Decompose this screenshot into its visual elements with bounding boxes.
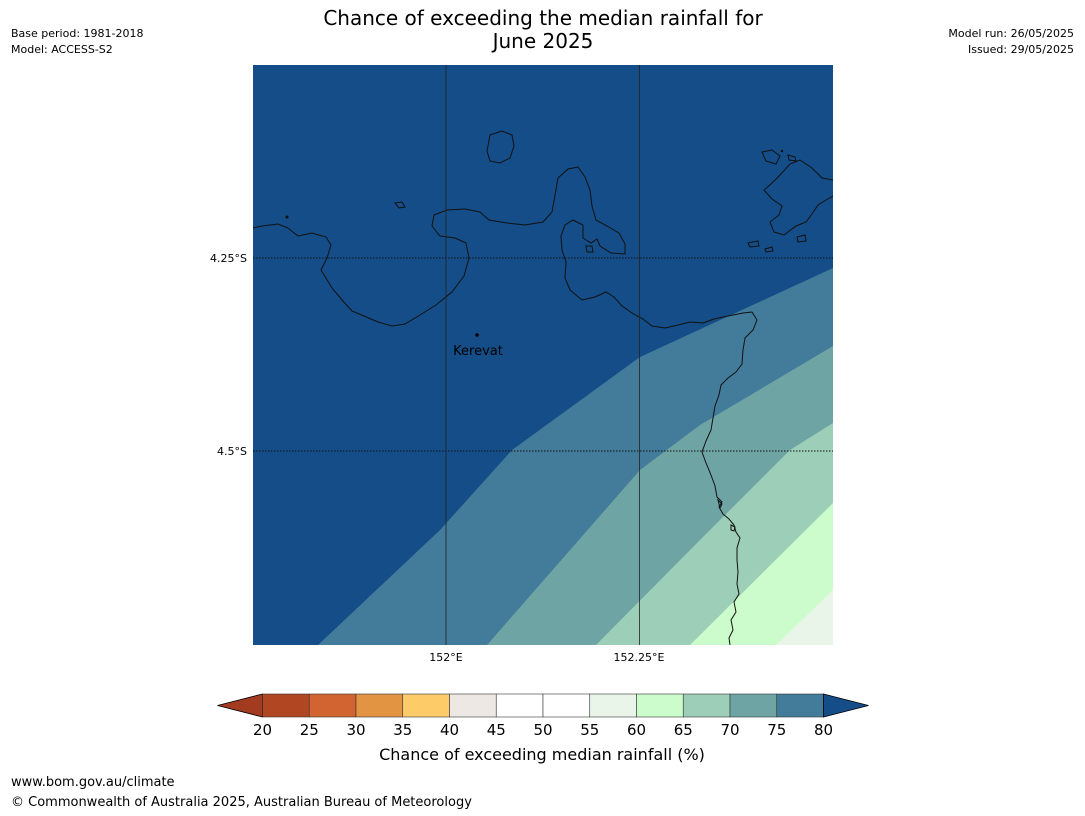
coastline-main (253, 166, 758, 645)
footer-copyright: © Commonwealth of Australia 2025, Austra… (11, 795, 472, 810)
model-run-text: Model run: 26/05/2025 (948, 27, 1074, 40)
coastline (253, 130, 833, 645)
colorbar-extend-high (823, 693, 869, 718)
lat-label-4-25s: 4.25°S (210, 252, 247, 265)
colorbar-tick-label: 40 (440, 721, 459, 739)
colorbar-tick-label: 70 (720, 721, 739, 739)
coastline-islet-3 (761, 149, 781, 165)
colorbar-segment (542, 693, 591, 718)
coastline-islet-1 (486, 130, 515, 164)
map-title: Chance of exceeding the median rainfall … (243, 7, 843, 53)
colorbar-tick-label: 75 (767, 721, 786, 739)
colorbar-tick-label: 45 (487, 721, 506, 739)
issued-text: Issued: 29/05/2025 (967, 43, 1074, 56)
islet-dot (780, 149, 784, 153)
colorbar-tick-label: 30 (346, 721, 365, 739)
colorbar-segment (776, 693, 824, 718)
coastline-islet-5 (764, 246, 774, 253)
metadata-left: Base period: 1981-2018 Model: ACCESS-S2 (11, 26, 143, 58)
footer-url[interactable]: www.bom.gov.au/climate (11, 775, 175, 790)
colorbar-tick-label: 60 (627, 721, 646, 739)
colorbar-tick-label: 25 (300, 721, 319, 739)
colorbar-tick-label: 20 (253, 721, 272, 739)
colorbar-segment (308, 693, 357, 718)
colorbar-segment (402, 693, 450, 718)
place-marker-kerevat (475, 333, 479, 337)
colorbar-segment (355, 693, 404, 718)
metadata-right: Model run: 26/05/2025 Issued: 29/05/2025 (948, 26, 1074, 58)
colorbar-segment (589, 693, 637, 718)
base-period-text: Base period: 1981-2018 (11, 27, 144, 40)
title-line-2: June 2025 (492, 29, 594, 53)
colorbar-segment (636, 693, 684, 718)
colorbar-tick-label: 80 (814, 721, 833, 739)
coastline-islet-6 (796, 234, 807, 243)
title-line-1: Chance of exceeding the median rainfall … (323, 6, 763, 30)
colorbar: 20 25 30 35 40 45 50 55 60 65 70 75 80 (217, 693, 869, 739)
coastline-islet-4 (747, 240, 760, 248)
coastline-islet-2 (394, 201, 406, 209)
band-60-65 (690, 503, 833, 645)
lon-label-152-25e: 152.25°E (614, 651, 665, 664)
colorbar-extend-low (217, 693, 263, 718)
colorbar-segment (729, 693, 778, 718)
lon-label-152e: 152°E (429, 651, 462, 664)
colorbar-tick-label: 35 (393, 721, 412, 739)
map-area: Kerevat (253, 65, 833, 645)
coastline-islet-10 (730, 524, 736, 532)
coastline-north-east (763, 159, 833, 236)
band-55-60 (776, 590, 833, 645)
colorbar-tick-label: 65 (674, 721, 693, 739)
colorbar-segment (449, 693, 497, 718)
coastline-islet-8 (585, 245, 594, 253)
colorbar-segment (495, 693, 544, 718)
colorbar-segment (682, 693, 731, 718)
colorbar-label: Chance of exceeding median rainfall (%) (379, 745, 705, 764)
colorbar-tick-label: 50 (533, 721, 552, 739)
place-label-kerevat: Kerevat (453, 344, 503, 359)
islet-dot (285, 215, 289, 219)
coastline-islet-7 (787, 154, 797, 162)
colorbar-tick-label: 55 (580, 721, 599, 739)
colorbar-segment (262, 693, 310, 718)
model-text: Model: ACCESS-S2 (11, 43, 113, 56)
coastline-islet-9 (717, 498, 723, 510)
lat-label-4-5s: 4.5°S (217, 445, 247, 458)
